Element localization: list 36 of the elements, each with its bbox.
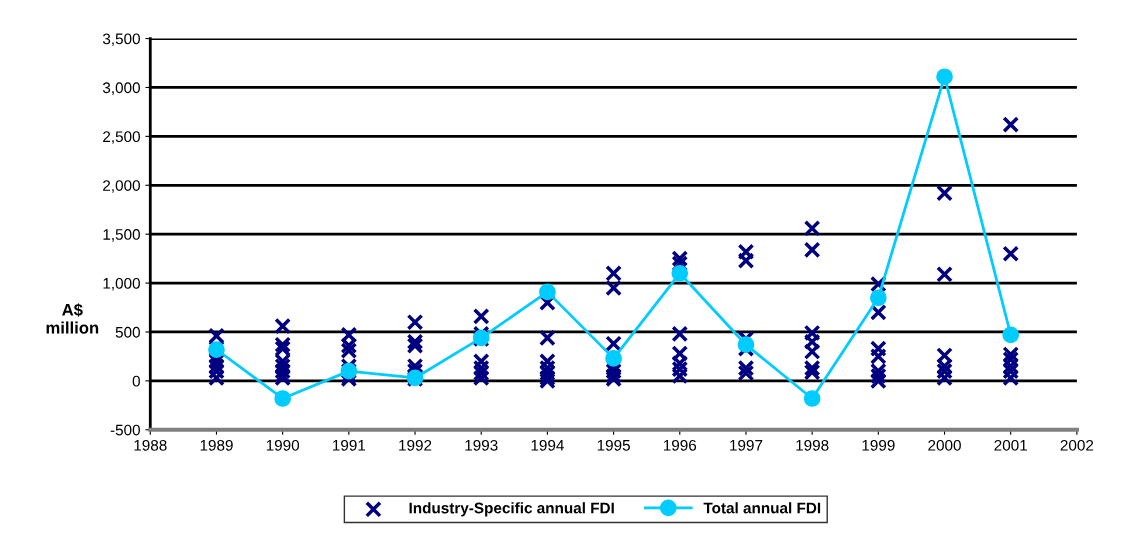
x-tick-label: 2001	[994, 439, 1027, 451]
x-tick-label: 1997	[730, 439, 763, 451]
point	[737, 336, 755, 354]
y-tick-label: 2,000	[103, 180, 140, 193]
point	[274, 390, 291, 407]
x-tick-label: 1996	[663, 439, 697, 451]
x-tick-label: 2000	[928, 439, 961, 451]
y-tick-label: -500	[110, 424, 140, 436]
y-tick-label: 500	[115, 326, 140, 338]
point	[671, 264, 689, 282]
x-tick-label: 1999	[862, 439, 895, 451]
point	[1002, 326, 1020, 344]
legend-label: Industry-Specific annual FDI	[409, 502, 614, 517]
y-tick-label: 1,000	[103, 277, 140, 291]
point	[869, 289, 887, 307]
point	[605, 350, 622, 367]
point	[539, 283, 556, 301]
y-tick-label: 3,500	[102, 33, 140, 47]
x-tick-label: 2002	[1060, 439, 1094, 451]
x-tick-label: 1988	[134, 439, 167, 451]
y-tick-label: 1,500	[103, 229, 140, 242]
x-tick-label: 1994	[531, 439, 564, 451]
y-tick-label: 2,500	[103, 131, 140, 144]
x-tick-label: 1995	[597, 439, 630, 451]
x-tick-label: 1992	[399, 439, 432, 451]
y-axis-title: A$ million	[46, 303, 99, 334]
point	[936, 68, 953, 86]
x-tick-label: 1998	[796, 439, 829, 451]
x-tick-label: 1993	[465, 439, 498, 451]
point	[803, 390, 821, 407]
y-tick-label: 3,000	[102, 82, 140, 95]
x-tick-label: 1989	[200, 439, 233, 451]
legend-label: Total annual FDI	[703, 502, 821, 514]
x-tick-label: 1990	[266, 439, 300, 451]
y-tick-label: 0	[132, 375, 140, 387]
x-tick-label: 1991	[333, 439, 366, 451]
